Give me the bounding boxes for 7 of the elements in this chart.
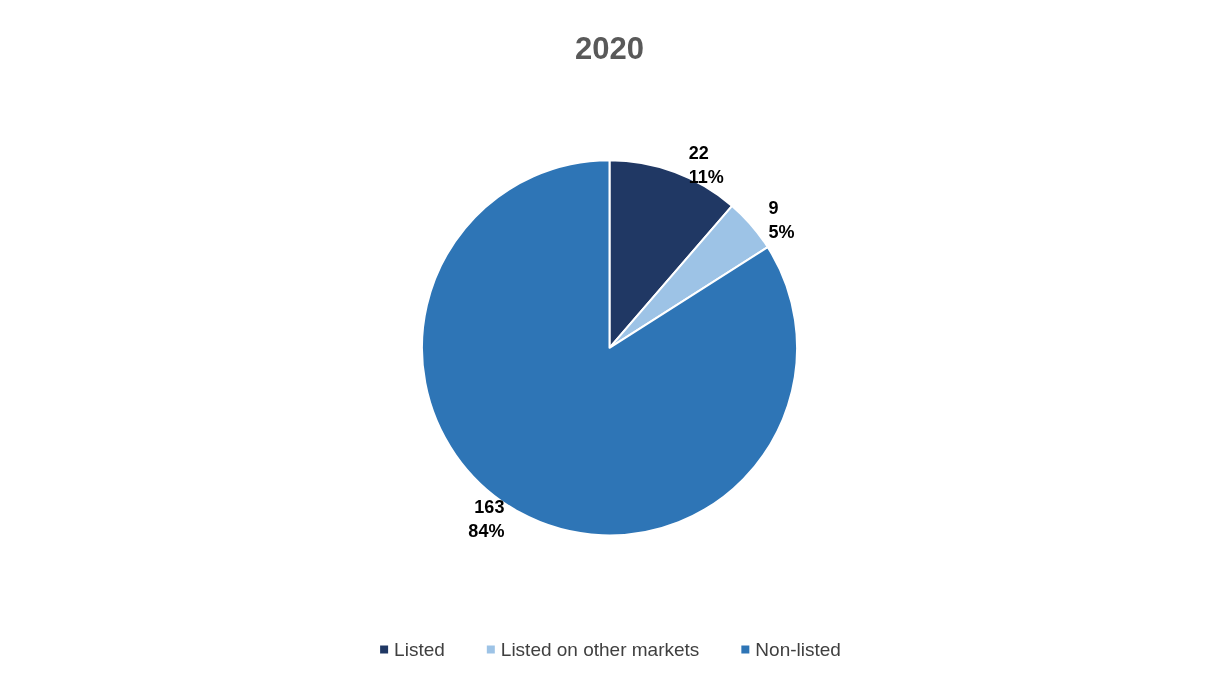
- data-label: 163 84%: [468, 497, 505, 542]
- legend-label: Listed: [394, 639, 445, 660]
- chart-title: 2020: [575, 31, 644, 66]
- data-label: 9 5%: [768, 197, 795, 242]
- legend-label: Non-listed: [755, 639, 841, 660]
- data-label: 22 11%: [688, 142, 724, 187]
- legend-label: Listed on other markets: [500, 639, 700, 660]
